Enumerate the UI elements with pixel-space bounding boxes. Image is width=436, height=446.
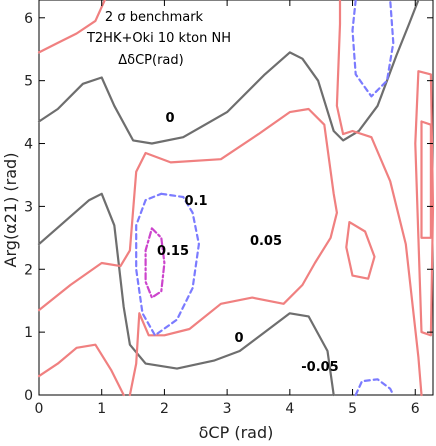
- contour-line-11: [354, 378, 395, 397]
- y-tick-label: 2: [24, 262, 33, 278]
- contour-line-10: [351, 0, 395, 98]
- contour-label-0-1: 0.1: [184, 194, 207, 209]
- y-tick-label: 1: [24, 325, 33, 341]
- contour-lines: [37, 0, 435, 397]
- contour-line-9: [135, 192, 200, 337]
- y-tick-label: 6: [24, 11, 33, 27]
- contour-label-zero-lower: 0: [234, 331, 243, 346]
- contour-line-2: [37, 0, 106, 54]
- contour-line-5: [335, 0, 423, 397]
- plot-frame: [38, 0, 434, 396]
- x-tick-label: 1: [97, 401, 106, 417]
- contour-label-zero-upper: 0: [165, 111, 174, 126]
- contour-line-1: [37, 192, 335, 397]
- contour-line-6: [345, 221, 376, 280]
- annotation-experiment: T2HK+Oki 10 kton NH: [86, 31, 231, 46]
- contour-line-4: [37, 343, 125, 397]
- y-tick-label: 4: [24, 137, 33, 153]
- contour-line-0: [37, 0, 420, 145]
- annotation-quantity: ΔδCP(rad): [118, 53, 183, 68]
- axis-ticks: 0 1 2 3 4 5 6 0 1 2 3 4 5 6: [24, 0, 433, 417]
- x-tick-label: 4: [285, 401, 294, 417]
- contour-line-12: [144, 227, 166, 299]
- contour-label-minus-0-05: -0.05: [301, 360, 338, 375]
- contour-line-8: [420, 120, 432, 239]
- x-tick-label: 0: [35, 401, 44, 417]
- x-tick-label: 5: [348, 401, 357, 417]
- y-axis-title: Arg(α21) (rad): [1, 153, 20, 268]
- y-tick-label: 0: [24, 388, 33, 404]
- y-tick-label: 3: [24, 199, 33, 215]
- contour-line-7: [414, 70, 435, 337]
- contour-label-0-15: 0.15: [157, 244, 189, 259]
- annotation-benchmark: 2 σ benchmark: [105, 10, 204, 25]
- x-axis-title: δCP (rad): [199, 423, 274, 442]
- contour-label-0-05: 0.05: [250, 234, 282, 249]
- y-tick-label: 5: [24, 74, 33, 90]
- x-tick-label: 6: [411, 401, 420, 417]
- x-tick-label: 2: [160, 401, 169, 417]
- x-tick-label: 3: [223, 401, 232, 417]
- contour-line-3: [37, 107, 338, 397]
